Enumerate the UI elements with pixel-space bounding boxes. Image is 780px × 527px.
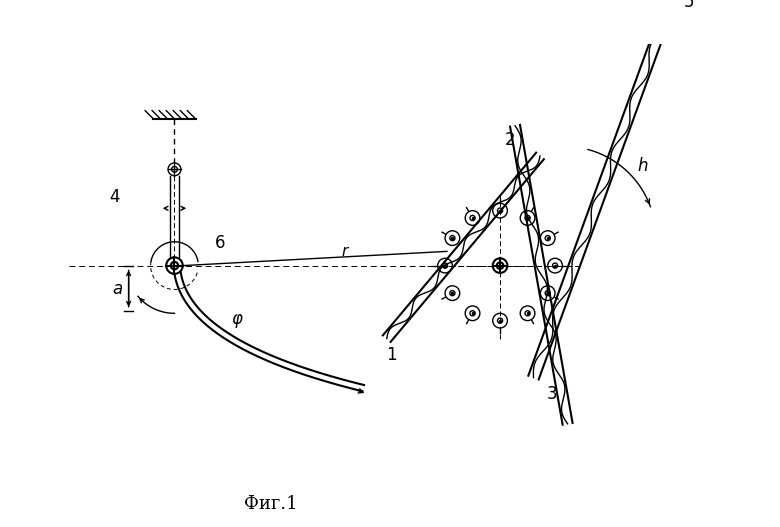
Text: r: r [341, 245, 347, 259]
Text: 2: 2 [505, 131, 516, 149]
Text: 1: 1 [386, 346, 397, 364]
Text: 3: 3 [547, 385, 557, 403]
Text: a: a [112, 279, 122, 298]
Text: 4: 4 [110, 188, 120, 206]
Text: h: h [637, 157, 648, 175]
Text: 6: 6 [215, 233, 225, 252]
Text: Фиг.1: Фиг.1 [244, 495, 298, 513]
Text: φ: φ [232, 310, 243, 328]
Text: 5: 5 [683, 0, 693, 12]
